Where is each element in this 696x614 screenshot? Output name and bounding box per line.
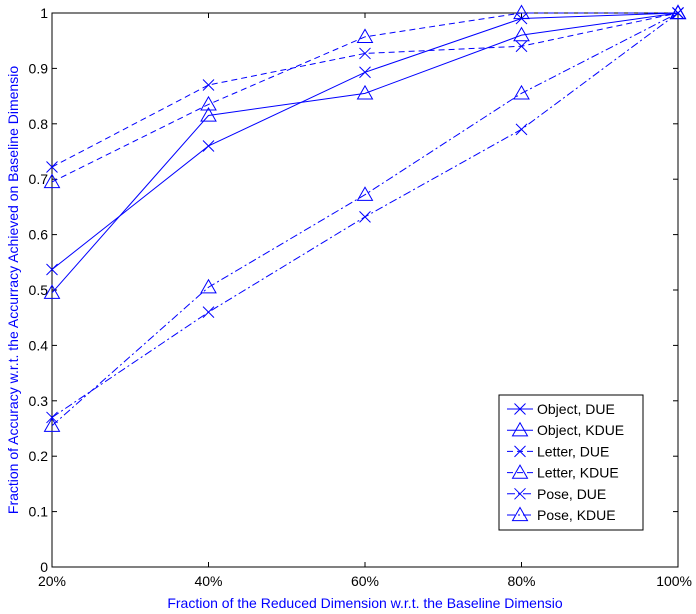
data-point: [359, 211, 371, 223]
legend-marker: [511, 506, 529, 522]
data-point: [513, 4, 530, 20]
data-point: [515, 40, 528, 53]
legend-item: Object, DUE: [507, 401, 615, 417]
data-point: [513, 84, 530, 100]
legend-item: Object, KDUE: [507, 421, 624, 438]
legend-label: Letter, KDUE: [537, 465, 619, 481]
x-tick-label: 20%: [38, 573, 66, 589]
data-point: [356, 28, 374, 43]
legend-marker: [511, 421, 529, 437]
data-point: [43, 284, 61, 299]
y-axis: 0 0.1 0.2 0.3 0.4 0.5 0.6 0.7 0.8 0.9 1: [29, 5, 678, 575]
y-tick-label: 0.5: [29, 282, 49, 298]
data-point: [200, 278, 217, 294]
data-point: [669, 4, 687, 20]
legend-label: Pose, KDUE: [537, 507, 616, 523]
series-layer: [43, 4, 687, 432]
y-tick-label: 0.7: [29, 171, 49, 187]
data-point: [200, 106, 217, 122]
legend-marker: [514, 445, 526, 458]
y-tick-label: 0.4: [29, 337, 49, 353]
series-line: [51, 12, 679, 294]
data-point: [46, 263, 58, 276]
legend-label: Object, DUE: [537, 401, 615, 417]
x-tick-label: 60%: [351, 573, 379, 589]
x-tick-label: 80%: [507, 573, 535, 589]
data-point: [515, 123, 528, 136]
series-letter-due: [46, 7, 684, 173]
series-pose-kdue: [43, 4, 687, 432]
y-tick-label: 0.9: [29, 60, 49, 76]
series-line: [51, 12, 678, 183]
data-point: [359, 66, 371, 79]
data-point: [202, 79, 215, 91]
data-point: [43, 417, 61, 432]
y-tick-label: 0.2: [29, 448, 49, 464]
data-point: [356, 84, 374, 100]
legend-item: Letter, DUE: [507, 443, 609, 459]
data-point: [202, 140, 215, 152]
data-point: [513, 26, 530, 42]
legend-item: Letter, KDUE: [507, 464, 619, 481]
legend-marker: [514, 487, 526, 500]
y-tick-label: 0.1: [29, 504, 49, 520]
data-point: [202, 306, 215, 319]
y-tick-label: 0.6: [29, 227, 49, 243]
legend-label: Pose, DUE: [537, 486, 606, 502]
legend-label: Object, KDUE: [537, 422, 624, 438]
legend-label: Letter, DUE: [537, 443, 609, 459]
y-tick-label: 1: [40, 5, 48, 21]
x-axis: 20% 40% 60% 80% 100%: [38, 13, 692, 589]
data-point: [359, 47, 371, 60]
y-tick-label: 0.8: [29, 116, 49, 132]
y-tick-label: 0.3: [29, 393, 49, 409]
legend: Object, DUE Object, KDUE Letter, DUE Letter…: [498, 394, 644, 531]
y-tick-label: 0: [40, 559, 48, 575]
data-point: [43, 173, 61, 189]
legend-marker: [511, 464, 529, 479]
legend-box: [498, 394, 644, 531]
x-tick-label: 100%: [656, 573, 692, 589]
data-point: [356, 186, 374, 201]
series-line: [51, 12, 679, 427]
data-point: [46, 161, 58, 173]
legend-item: Pose, DUE: [507, 486, 606, 502]
x-tick-label: 40%: [194, 573, 222, 589]
x-axis-title: Fraction of the Reduced Dimension w.r.t.…: [167, 595, 563, 611]
legend-item: Pose, KDUE: [507, 506, 616, 523]
y-axis-title: Fraction of Accuracy w.r.t. the Accurrac…: [5, 66, 21, 514]
legend-marker: [514, 403, 526, 415]
data-point: [200, 95, 217, 111]
